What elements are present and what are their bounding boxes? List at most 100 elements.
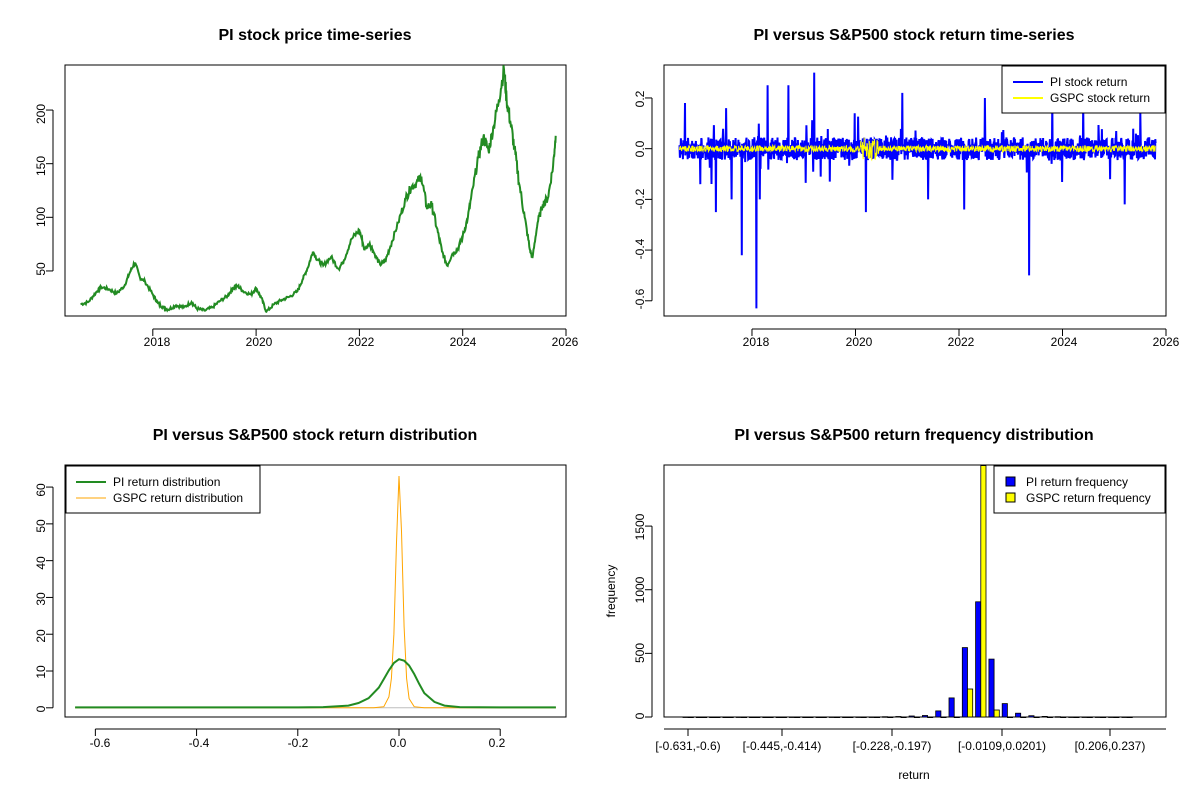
gspc-frequency-bar xyxy=(1007,716,1014,719)
y-tick-label: -0.2 xyxy=(633,188,647,209)
pi-frequency-bar xyxy=(695,716,702,719)
pi-frequency-bar xyxy=(802,716,809,719)
y-tick-labels: 50 100 150 200 xyxy=(34,104,48,276)
gspc-frequency-bar xyxy=(900,716,907,719)
legend-label: PI stock return xyxy=(1050,75,1127,89)
gspc-frequency-bar xyxy=(1020,716,1027,719)
y-tick-label: 0.2 xyxy=(633,90,647,107)
pi-frequency-bar xyxy=(709,716,716,719)
legend-label: GSPC stock return xyxy=(1050,91,1150,105)
gspc-frequency-bar xyxy=(780,716,787,719)
x-tick-label: 0.0 xyxy=(390,736,407,750)
x-tick-label: 2026 xyxy=(1153,335,1180,349)
y-tick-label: 0 xyxy=(633,712,647,719)
gspc-frequency-bar xyxy=(701,716,708,719)
pi-frequency-bar xyxy=(1068,716,1075,718)
plot-frame xyxy=(64,64,567,317)
gspc-frequency-bar xyxy=(887,716,894,719)
x-tick-label: [-0.228,-0.197) xyxy=(853,739,932,753)
pi-frequency-bar xyxy=(935,710,942,718)
gspc-frequency-bar xyxy=(807,716,814,719)
x-tick-label: 2024 xyxy=(450,335,477,349)
y-tick-label: 50 xyxy=(34,262,48,276)
x-tick-label: [-0.0109,0.0201) xyxy=(958,739,1046,753)
gspc-frequency-bar xyxy=(1046,716,1053,719)
pi-frequency-bar xyxy=(1094,716,1101,718)
gspc-frequency-bar xyxy=(1033,716,1040,719)
pi-frequency-bar xyxy=(828,716,835,718)
x-tick-label: -0.6 xyxy=(90,736,111,750)
y-tick-labels: 0 10 20 30 40 50 60 xyxy=(34,483,48,712)
x-tick-label: [-0.445,-0.414) xyxy=(743,739,822,753)
x-tick-label: 2022 xyxy=(948,335,975,349)
gspc-frequency-bar xyxy=(687,716,694,719)
y-tick-label: 1500 xyxy=(633,513,647,540)
pi-frequency-bar xyxy=(988,658,995,718)
chart-title: PI versus S&P500 stock return time-serie… xyxy=(753,27,1074,44)
pi-frequency-bar xyxy=(842,716,849,719)
gspc-frequency-bar xyxy=(980,465,987,718)
gspc-frequency-bar xyxy=(794,716,801,719)
legend: PI return frequency GSPC return frequenc… xyxy=(993,465,1166,514)
pi-frequency-bar xyxy=(882,716,889,718)
pi-frequency-bar xyxy=(1108,716,1115,718)
y-tick-label: -0.4 xyxy=(633,238,647,259)
x-tick-labels: 2018 2020 2022 2024 2026 xyxy=(144,335,579,349)
y-tick-label: 150 xyxy=(34,156,48,176)
gspc-frequency-bar xyxy=(927,716,934,719)
pi-frequency-bar xyxy=(961,647,968,718)
chart-title: PI stock price time-series xyxy=(219,27,412,44)
legend-swatch-gspc xyxy=(1005,492,1016,503)
legend-label: GSPC return distribution xyxy=(113,491,243,505)
y-tick-labels: -0.6 -0.4 -0.2 0.0 0.2 xyxy=(633,90,647,309)
gspc-frequency-bar xyxy=(727,716,734,719)
gspc-frequency-bar xyxy=(953,716,960,719)
y-tick-label: 200 xyxy=(34,104,48,124)
legend-box xyxy=(993,465,1166,514)
x-tick-label: [-0.631,-0.6) xyxy=(655,739,720,753)
gspc-frequency-bar xyxy=(754,716,761,719)
pi-frequency-bar xyxy=(975,601,982,718)
pi-frequency-bar xyxy=(775,716,782,719)
y-tick-label: 100 xyxy=(34,207,48,227)
pi-frequency-bar xyxy=(1015,712,1022,718)
pi-frequency-bar xyxy=(749,716,756,719)
pi-frequency-bar xyxy=(722,716,729,719)
pi-frequency-bar xyxy=(908,715,915,718)
pi-frequency-bar xyxy=(1081,716,1088,718)
gspc-frequency-bar xyxy=(874,716,881,719)
y-tick-label: 50 xyxy=(34,519,48,533)
x-tick-label: 2020 xyxy=(846,335,873,349)
pi-frequency-bar xyxy=(682,716,689,718)
x-tick-label: 2018 xyxy=(144,335,171,349)
pi-frequency-bar xyxy=(895,716,902,718)
pi-frequency-bar xyxy=(868,716,875,718)
legend-swatch-pi xyxy=(1005,476,1016,487)
pi-frequency-bar xyxy=(762,716,769,719)
gspc-frequency-bar xyxy=(834,716,841,719)
y-tick-label: 0.0 xyxy=(633,140,647,157)
gspc-frequency-bar xyxy=(1060,716,1067,719)
y-axis-label: frequency xyxy=(604,565,618,618)
panel-return-distribution: PI versus S&P500 stock return distributi… xyxy=(34,427,567,750)
pi-frequency-bar xyxy=(1041,716,1048,718)
chart-title: PI versus S&P500 return frequency distri… xyxy=(734,427,1093,444)
y-tick-label: 20 xyxy=(34,629,48,643)
x-axis-label: return xyxy=(898,768,929,782)
pi-frequency-bar xyxy=(789,716,796,718)
pi-frequency-bar xyxy=(855,716,862,718)
gspc-frequency-bar xyxy=(993,709,1000,718)
gspc-frequency-bar xyxy=(1126,716,1133,719)
legend-box xyxy=(1001,65,1166,114)
chart-title: PI versus S&P500 stock return distributi… xyxy=(153,427,478,444)
pi-frequency-bar xyxy=(948,697,955,718)
gspc-frequency-bar xyxy=(913,716,920,719)
x-tick-label: 2024 xyxy=(1051,335,1078,349)
y-tick-label: 60 xyxy=(34,483,48,497)
gspc-frequency-bar xyxy=(860,716,867,719)
x-tick-label: -0.4 xyxy=(189,736,210,750)
gspc-frequency-bar xyxy=(940,716,947,719)
pi-frequency-bar xyxy=(1121,716,1128,718)
plot-frame xyxy=(64,464,567,718)
